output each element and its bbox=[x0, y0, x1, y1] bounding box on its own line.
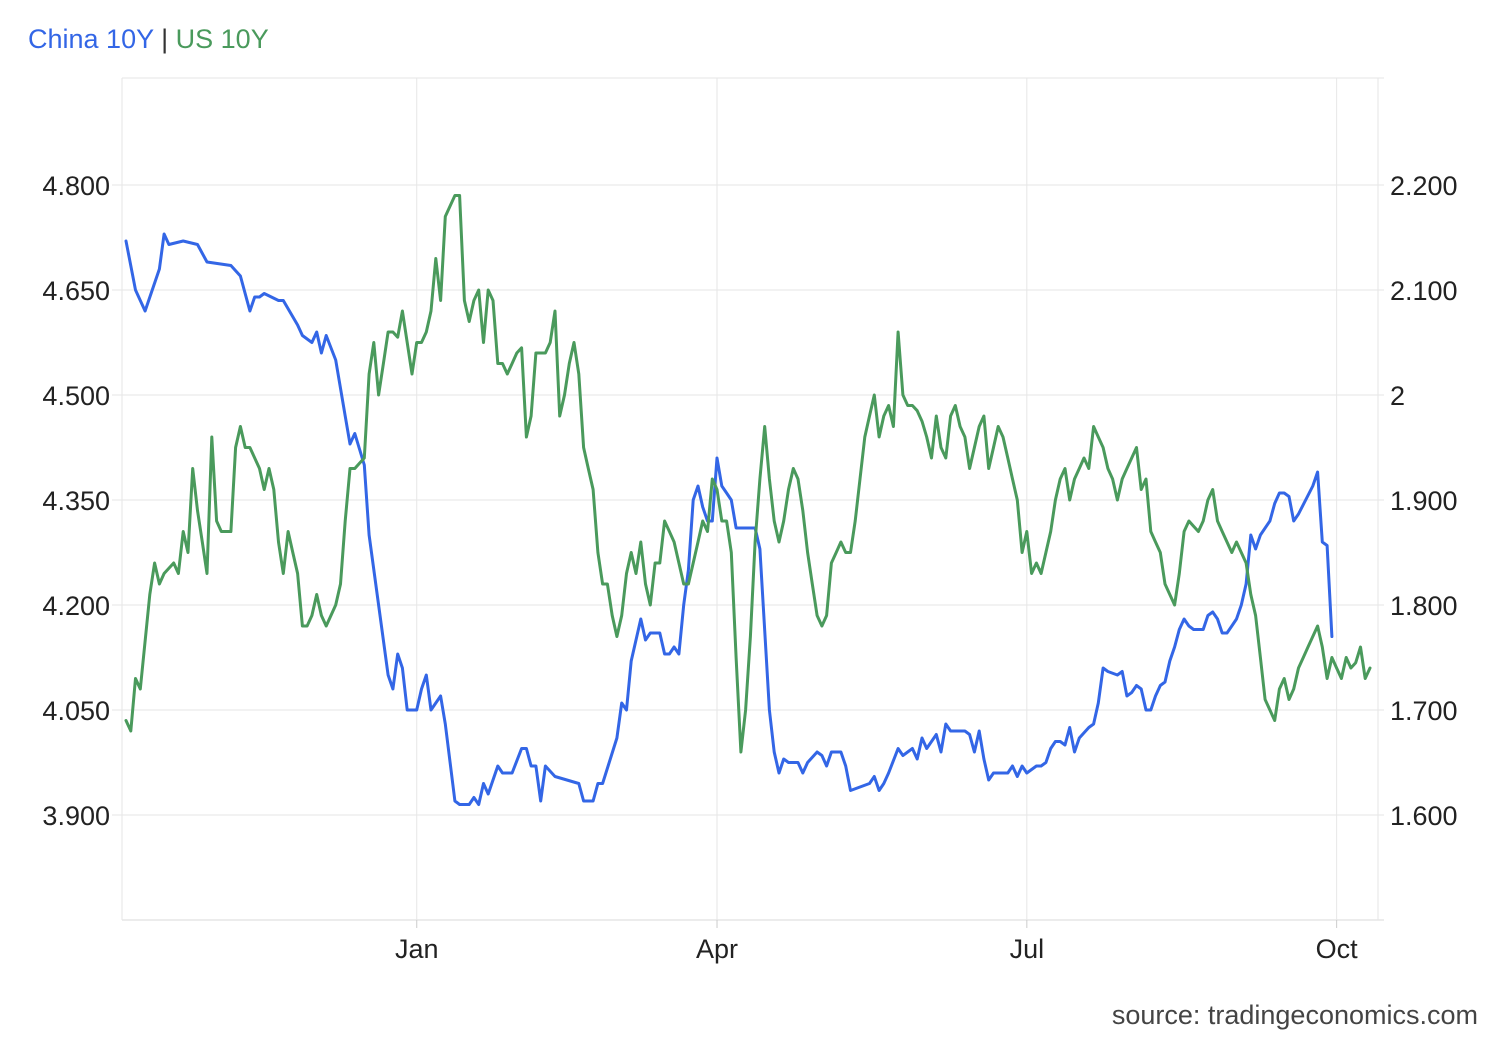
legend-separator: | bbox=[161, 24, 169, 54]
y-left-tick-label: 4.050 bbox=[42, 696, 110, 726]
y-axis-right: 1.600 1.700 1.800 1.900 2 2.100 2.200 bbox=[1390, 171, 1458, 831]
chart-grid bbox=[112, 77, 1384, 928]
y-right-tick-label: 1.700 bbox=[1390, 696, 1458, 726]
y-right-tick-label: 1.900 bbox=[1390, 486, 1458, 516]
chart-legend: China 10Y | US 10Y bbox=[28, 24, 269, 55]
y-left-tick-label: 3.900 bbox=[42, 801, 110, 831]
y-right-tick-label: 2.100 bbox=[1390, 276, 1458, 306]
y-right-tick-label: 2.200 bbox=[1390, 171, 1458, 201]
y-left-tick-label: 4.650 bbox=[42, 276, 110, 306]
y-right-tick-label: 1.800 bbox=[1390, 591, 1458, 621]
y-right-tick-label: 1.600 bbox=[1390, 801, 1458, 831]
legend-china-10y[interactable]: China 10Y bbox=[28, 24, 154, 54]
y-left-tick-label: 4.500 bbox=[42, 381, 110, 411]
y-left-tick-label: 4.350 bbox=[42, 486, 110, 516]
x-axis: Jan Apr Jul Oct bbox=[395, 934, 1358, 964]
x-tick-label: Jan bbox=[395, 934, 439, 964]
x-tick-label: Apr bbox=[696, 934, 738, 964]
y-axis-left: 3.900 4.050 4.200 4.350 4.500 4.650 4.800 bbox=[42, 171, 110, 831]
chart-lines[interactable] bbox=[124, 194, 1372, 806]
series-line-china-10y[interactable] bbox=[124, 232, 1334, 806]
x-tick-label: Jul bbox=[1010, 934, 1045, 964]
y-right-tick-label: 2 bbox=[1390, 381, 1405, 411]
x-tick-label: Oct bbox=[1316, 934, 1359, 964]
y-left-tick-label: 4.200 bbox=[42, 591, 110, 621]
legend-us-10y[interactable]: US 10Y bbox=[175, 24, 269, 54]
series-line-us-10y[interactable] bbox=[124, 194, 1372, 754]
source-attribution: source: tradingeconomics.com bbox=[1111, 1000, 1478, 1030]
y-left-tick-label: 4.800 bbox=[42, 171, 110, 201]
